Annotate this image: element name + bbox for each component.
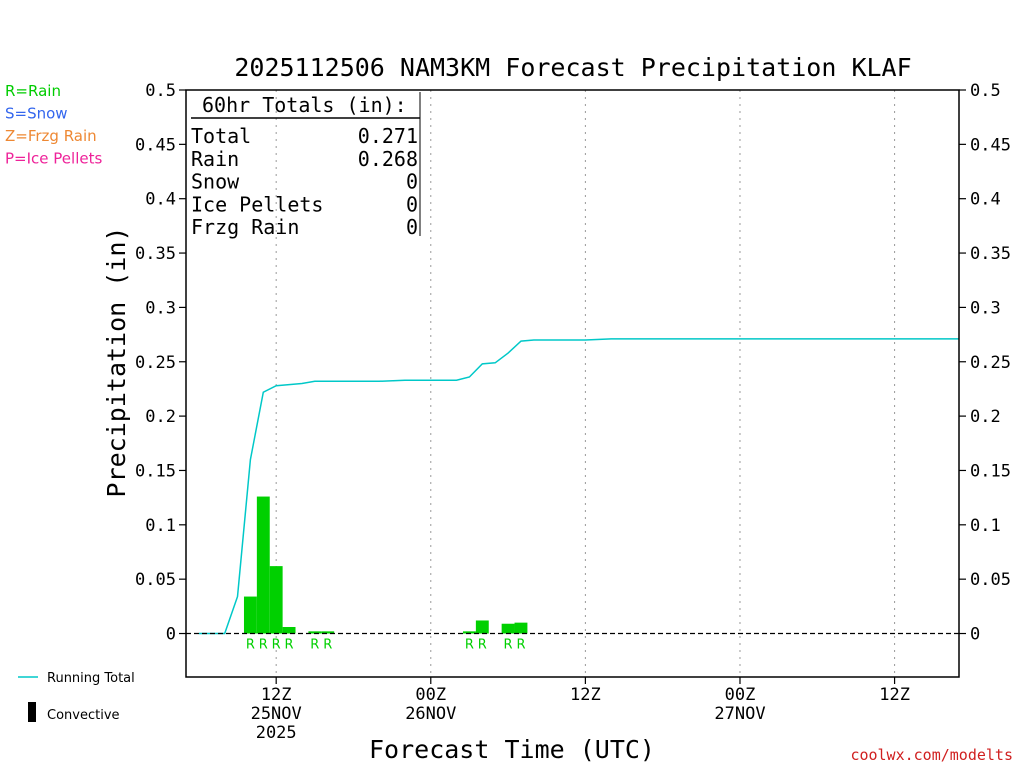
precip-type-legend-item: R=Rain [5, 82, 61, 100]
y-tick-label-left: 0.4 [145, 190, 176, 210]
y-tick-label-right: 0.35 [970, 244, 1011, 264]
convective-legend-swatch [28, 702, 36, 722]
rain-bar [243, 596, 257, 634]
grid-lines [275, 90, 896, 677]
rain-bar [321, 631, 335, 634]
totals-box: 60hr Totals (in): Total 0.271 Rain 0.268 Sno… [191, 92, 421, 239]
precip-type-marker: R [246, 638, 255, 653]
y-tick-label-right: 0.5 [970, 81, 1001, 101]
totals-row-value: 0 [406, 215, 418, 239]
precip-type-marker: R [285, 638, 294, 653]
y-axis-left: 0.5 0.45 0.4 0.35 0.3 0.25 0.2 0.15 0.1 0.05 0 [135, 81, 186, 645]
y-tick-label-right: 0.05 [970, 570, 1011, 590]
rain-bar [282, 626, 296, 634]
totals-row-label: Rain [191, 147, 239, 171]
y-tick-label-right: 0.1 [970, 516, 1001, 536]
y-tick-label-left: 0.3 [145, 298, 176, 318]
precip-type-marker: R [504, 638, 513, 653]
rain-bar [514, 622, 528, 634]
totals-row-label: Total [191, 124, 251, 148]
chart-title: 2025112506 NAM3KM Forecast Precipitation… [234, 53, 911, 82]
precip-type-legend-item: S=Snow [5, 105, 68, 123]
rain-bar [475, 620, 489, 634]
x-tick-label: 12Z [261, 685, 292, 705]
totals-row-value: 0 [406, 192, 418, 216]
precip-type-marker: R [516, 638, 525, 653]
x-tick-label: 12Z [879, 685, 910, 705]
x-tick-label: 2025 [256, 723, 297, 743]
rain-bar [308, 631, 322, 634]
y-tick-label-right: 0.4 [970, 190, 1001, 210]
precip-type-marker: R [259, 638, 268, 653]
x-tick-label: 00Z [415, 685, 446, 705]
precip-type-marker: R [272, 638, 281, 653]
y-tick-label-right: 0.45 [970, 135, 1011, 155]
totals-row-label: Frzg Rain [191, 215, 299, 239]
x-axis-label: Forecast Time (UTC) [369, 735, 655, 764]
precip-type-legend: R=Rain S=Snow Z=Frzg Rain P=Ice Pellets [5, 82, 102, 168]
totals-header: 60hr Totals (in): [202, 93, 407, 117]
y-tick-label-left: 0.45 [135, 135, 176, 155]
x-tick-label: 25NOV [251, 704, 302, 724]
series-legend: Running Total Convective [18, 671, 135, 723]
precip-type-legend-item: Z=Frzg Rain [5, 127, 97, 145]
y-axis-right: 0.5 0.45 0.4 0.35 0.3 0.25 0.2 0.15 0.1 0.05 0 [959, 81, 1011, 645]
rain-bar [269, 566, 283, 634]
x-tick-label: 12Z [570, 685, 601, 705]
totals-row-value: 0.271 [358, 124, 418, 148]
totals-row-label: Ice Pellets [191, 192, 323, 216]
y-tick-label-right: 0.3 [970, 298, 1001, 318]
y-tick-label-left: 0.1 [145, 516, 176, 536]
y-tick-label-right: 0 [970, 625, 980, 645]
convective-legend-label: Convective [47, 708, 120, 723]
credit-text: coolwx.com/modelts [850, 746, 1013, 764]
rain-bar [501, 623, 515, 634]
precip-type-marker: R [323, 638, 332, 653]
x-tick-label: 00Z [725, 685, 756, 705]
y-tick-label-right: 0.15 [970, 461, 1011, 481]
precip-type-marker: R [478, 638, 487, 653]
plot-frame [185, 89, 960, 678]
running-total-legend-label: Running Total [47, 671, 135, 686]
x-tick-label: 27NOV [714, 704, 765, 724]
y-tick-label-right: 0.25 [970, 353, 1011, 373]
precip-type-marker: R [465, 638, 474, 653]
y-tick-label-left: 0.35 [135, 244, 176, 264]
y-tick-label-left: 0.15 [135, 461, 176, 481]
y-tick-label-left: 0 [166, 625, 176, 645]
rain-bar [462, 631, 476, 634]
precip-type-marker: R [310, 638, 319, 653]
y-tick-label-left: 0.05 [135, 570, 176, 590]
running-total-line [198, 338, 959, 635]
totals-row-value: 0 [406, 170, 418, 194]
y-tick-label-left: 0.25 [135, 353, 176, 373]
x-tick-label: 26NOV [405, 704, 456, 724]
bar-series [243, 496, 528, 634]
rain-bar [256, 496, 270, 634]
precip-type-legend-item: P=Ice Pellets [5, 150, 102, 168]
y-axis-label: Precipitation (in) [102, 227, 131, 498]
totals-row-label: Snow [191, 170, 240, 194]
y-tick-label-left: 0.2 [145, 407, 176, 427]
totals-row-value: 0.268 [358, 147, 418, 171]
y-tick-label-left: 0.5 [145, 81, 176, 101]
y-tick-label-right: 0.2 [970, 407, 1001, 427]
